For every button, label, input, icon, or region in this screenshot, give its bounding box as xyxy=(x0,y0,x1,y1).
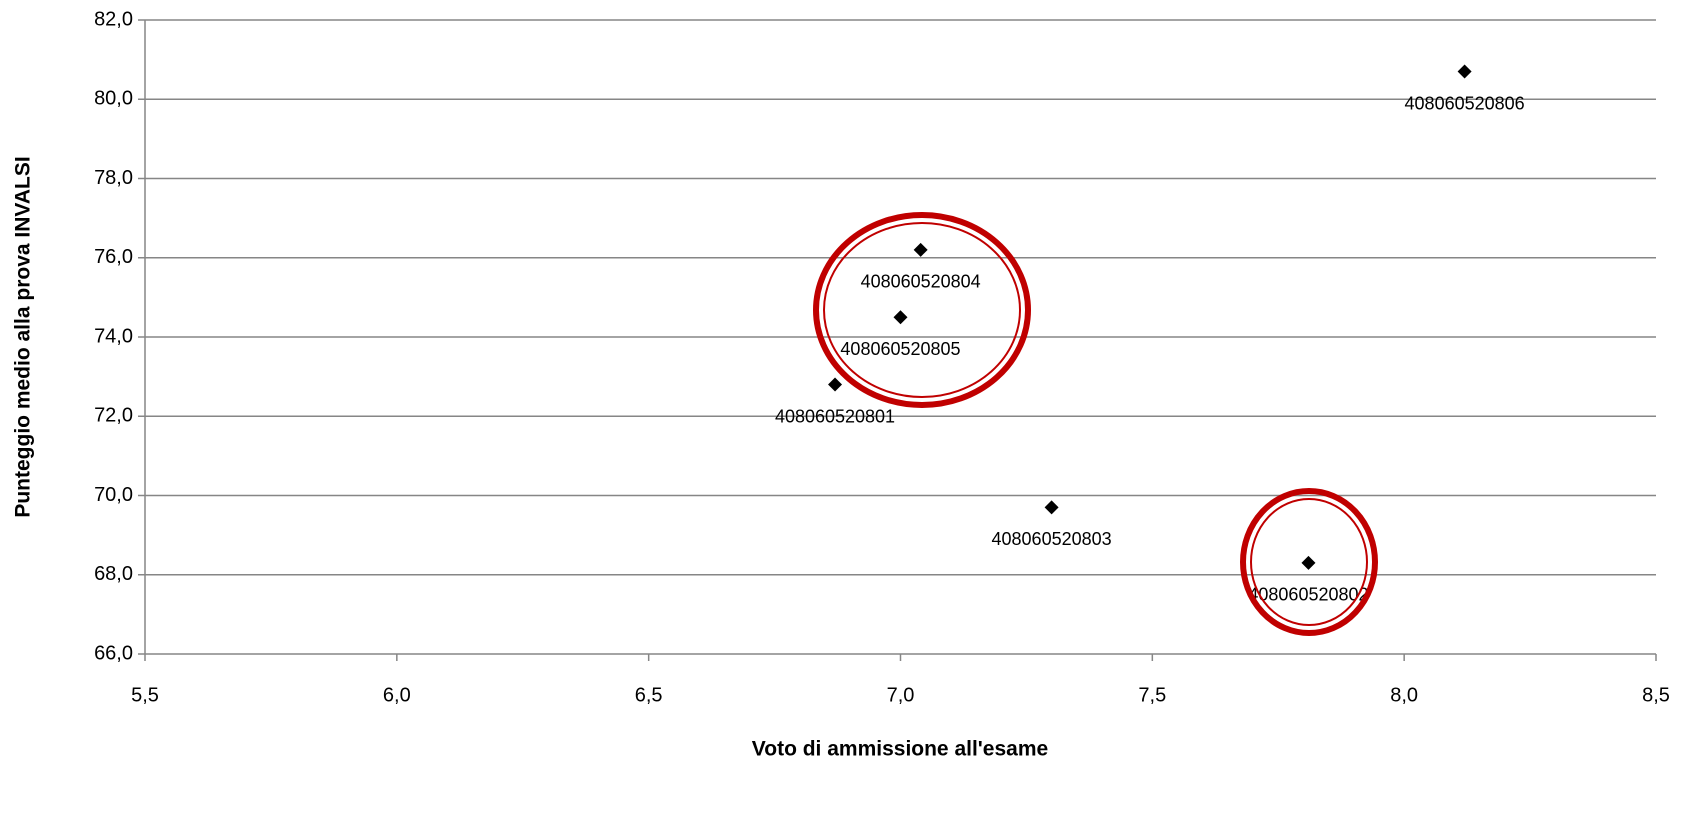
point-label: 408060520805 xyxy=(840,339,960,359)
point-label: 408060520806 xyxy=(1405,93,1525,113)
y-tick-label: 82,0 xyxy=(94,8,133,30)
point xyxy=(1044,500,1059,515)
point-label: 408060520801 xyxy=(775,406,895,426)
point xyxy=(1457,64,1472,79)
x-tick-label: 7,0 xyxy=(887,684,915,706)
y-tick-label: 72,0 xyxy=(94,405,133,427)
x-axis-title: Voto di ammissione all'esame xyxy=(752,738,1048,761)
highlight-circle-inner xyxy=(1250,498,1368,626)
point xyxy=(893,310,908,325)
y-tick-label: 76,0 xyxy=(94,246,133,268)
x-tick-label: 8,5 xyxy=(1642,684,1670,706)
point xyxy=(1301,555,1316,570)
point-label: 408060520802 xyxy=(1248,585,1368,605)
y-tick-label: 74,0 xyxy=(94,325,133,347)
plot-area: 66,0 68,0 70,0 72,0 74,0 76,0 78,0 80,0 82,0 5,5 6… xyxy=(94,8,1670,706)
highlight-circle-inner xyxy=(823,222,1021,398)
y-axis-title: Punteggio medio alla prova INVALSI xyxy=(12,156,35,517)
y-tick-label: 68,0 xyxy=(94,563,133,585)
point-label: 408060520803 xyxy=(992,529,1112,549)
x-tick-label: 6,5 xyxy=(635,684,663,706)
y-tick-label: 80,0 xyxy=(94,88,133,110)
x-tick-label: 7,5 xyxy=(1138,684,1166,706)
highlight-circle xyxy=(1240,488,1378,636)
y-tick-label: 66,0 xyxy=(94,642,133,664)
x-tick-label: 8,0 xyxy=(1390,684,1418,706)
x-tick-label: 5,5 xyxy=(131,684,159,706)
y-tick-label: 78,0 xyxy=(94,167,133,189)
point-label: 408060520804 xyxy=(861,272,981,292)
y-tick-label: 70,0 xyxy=(94,484,133,506)
point xyxy=(913,242,928,257)
point xyxy=(828,377,843,392)
highlight-circle xyxy=(813,212,1031,408)
x-tick-label: 6,0 xyxy=(383,684,411,706)
